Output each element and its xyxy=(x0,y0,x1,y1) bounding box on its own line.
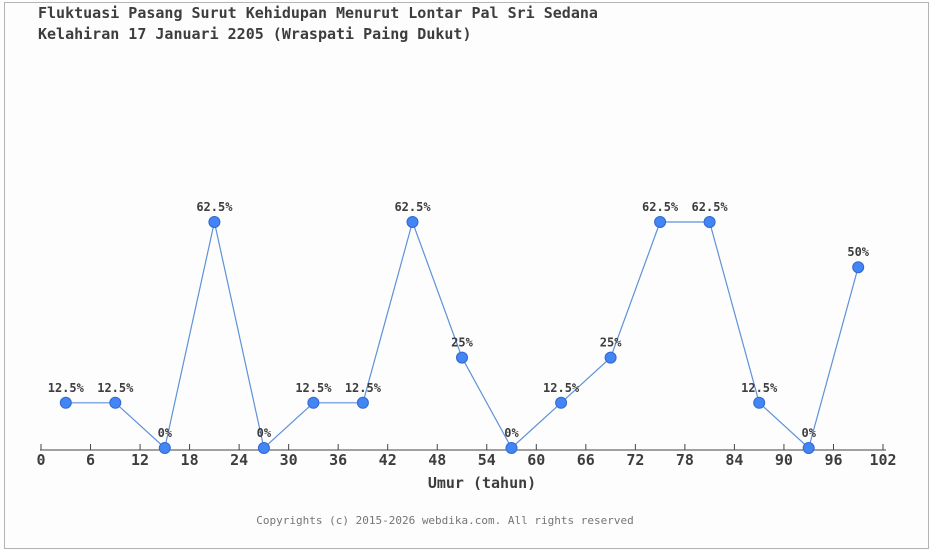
data-point-label: 62.5% xyxy=(642,200,679,214)
copyright-text: Copyrights (c) 2015-2026 webdika.com. Al… xyxy=(256,514,634,527)
data-point-label: 62.5% xyxy=(692,200,729,214)
data-point-marker xyxy=(406,216,419,228)
data-point-marker xyxy=(505,442,518,454)
data-point-marker xyxy=(703,216,716,228)
x-axis-tick-label: 60 xyxy=(527,451,545,469)
data-point-label: 12.5% xyxy=(48,381,85,395)
data-point-label: 50% xyxy=(847,245,869,259)
chart-title-line2: Kelahiran 17 Januari 2205 (Wraspati Pain… xyxy=(38,25,472,43)
x-axis-tick-label: 12 xyxy=(131,451,149,469)
data-point-label: 12.5% xyxy=(543,381,580,395)
x-axis-tick-label: 72 xyxy=(626,451,644,469)
x-axis-tick-label: 36 xyxy=(329,451,347,469)
x-axis-tick-label: 54 xyxy=(478,451,496,469)
data-point-marker xyxy=(456,351,468,364)
x-axis-tick-label: 96 xyxy=(824,451,842,469)
x-axis-tick-label: 84 xyxy=(725,451,743,469)
data-point-marker xyxy=(654,216,667,228)
x-axis-tick-label: 78 xyxy=(676,451,694,469)
data-point-marker xyxy=(852,261,865,274)
x-axis-tick-label: 90 xyxy=(775,451,793,469)
data-point-marker xyxy=(158,442,171,454)
data-point-label: 62.5% xyxy=(394,200,431,214)
data-point-label: 12.5% xyxy=(295,381,332,395)
data-point-label: 0% xyxy=(257,426,272,440)
x-axis-title: Umur (tahun) xyxy=(427,474,537,492)
data-point-label: 25% xyxy=(451,336,473,350)
data-point-label: 12.5% xyxy=(345,381,382,395)
data-point-label: 0% xyxy=(801,426,816,440)
data-point-marker xyxy=(356,396,369,409)
data-point-marker xyxy=(802,442,815,454)
data-point-label: 0% xyxy=(504,426,519,440)
data-point-marker xyxy=(604,351,617,364)
data-point-marker xyxy=(109,396,122,409)
chart-title-line1: Fluktuasi Pasang Surut Kehidupan Menurut… xyxy=(38,4,598,22)
x-axis-tick-label: 0 xyxy=(36,451,45,469)
x-axis-tick-label: 66 xyxy=(577,451,595,469)
data-point-label: 12.5% xyxy=(741,381,778,395)
x-axis-tick-label: 24 xyxy=(230,451,248,469)
x-axis-tick-label: 102 xyxy=(869,451,896,469)
data-point-marker xyxy=(257,442,270,454)
data-point-label: 12.5% xyxy=(97,381,134,395)
data-point-label: 25% xyxy=(600,336,622,350)
data-point-label: 62.5% xyxy=(196,200,233,214)
data-point-marker xyxy=(307,396,320,409)
data-point-label: 0% xyxy=(158,426,173,440)
data-point-marker xyxy=(753,396,766,409)
x-axis-tick-label: 6 xyxy=(86,451,95,469)
data-point-marker xyxy=(59,396,72,409)
x-axis-tick-label: 48 xyxy=(428,451,446,469)
data-point-marker xyxy=(208,216,221,228)
x-axis-tick-label: 30 xyxy=(280,451,298,469)
data-point-marker xyxy=(555,396,568,409)
x-axis-tick-label: 42 xyxy=(379,451,397,469)
x-axis-tick-label: 18 xyxy=(181,451,199,469)
chart-title: Fluktuasi Pasang Surut Kehidupan Menurut… xyxy=(38,3,598,45)
